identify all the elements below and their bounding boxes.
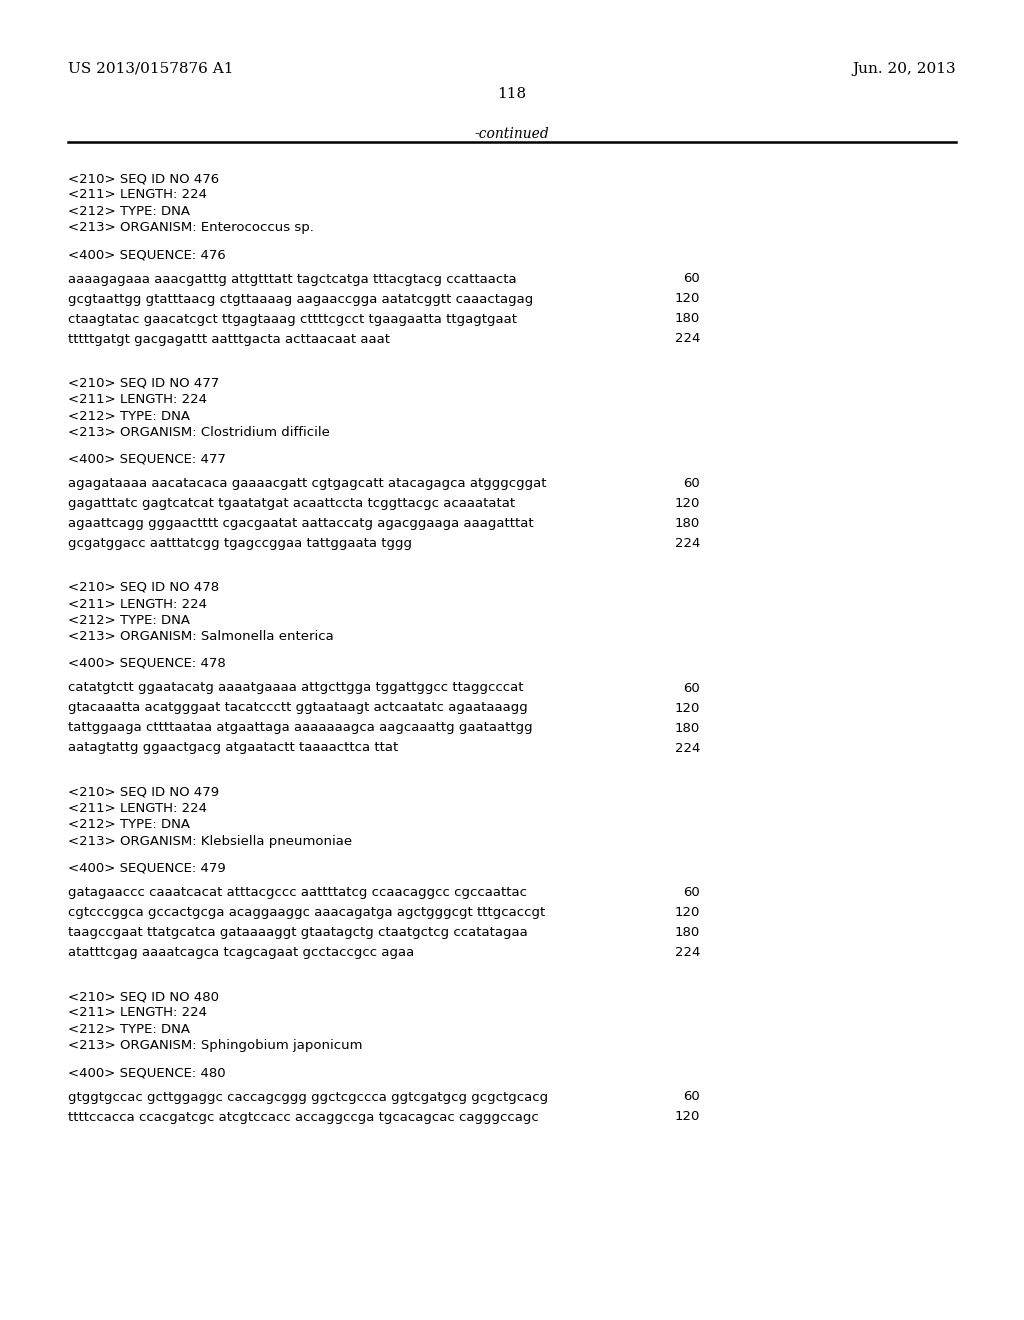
- Text: tattggaaga cttttaataa atgaattaga aaaaaaagca aagcaaattg gaataattgg: tattggaaga cttttaataa atgaattaga aaaaaaa…: [68, 722, 532, 734]
- Text: 180: 180: [675, 517, 700, 531]
- Text: <211> LENGTH: 224: <211> LENGTH: 224: [68, 803, 207, 814]
- Text: <211> LENGTH: 224: <211> LENGTH: 224: [68, 393, 207, 407]
- Text: 224: 224: [675, 537, 700, 550]
- Text: <210> SEQ ID NO 480: <210> SEQ ID NO 480: [68, 990, 219, 1003]
- Text: tttttgatgt gacgagattt aatttgacta acttaacaat aaat: tttttgatgt gacgagattt aatttgacta acttaac…: [68, 333, 390, 346]
- Text: ctaagtatac gaacatcgct ttgagtaaag cttttcgcct tgaagaatta ttgagtgaat: ctaagtatac gaacatcgct ttgagtaaag cttttcg…: [68, 313, 517, 326]
- Text: aatagtattg ggaactgacg atgaatactt taaaacttca ttat: aatagtattg ggaactgacg atgaatactt taaaact…: [68, 742, 398, 755]
- Text: 224: 224: [675, 742, 700, 755]
- Text: <212> TYPE: DNA: <212> TYPE: DNA: [68, 409, 190, 422]
- Text: gtggtgccac gcttggaggc caccagcggg ggctcgccca ggtcgatgcg gcgctgcacg: gtggtgccac gcttggaggc caccagcggg ggctcgc…: [68, 1090, 548, 1104]
- Text: 224: 224: [675, 333, 700, 346]
- Text: atatttcgag aaaatcagca tcagcagaat gcctaccgcc agaa: atatttcgag aaaatcagca tcagcagaat gcctacc…: [68, 946, 415, 960]
- Text: <210> SEQ ID NO 476: <210> SEQ ID NO 476: [68, 172, 219, 185]
- Text: <212> TYPE: DNA: <212> TYPE: DNA: [68, 205, 190, 218]
- Text: <212> TYPE: DNA: <212> TYPE: DNA: [68, 614, 190, 627]
- Text: ttttccacca ccacgatcgc atcgtccacc accaggccga tgcacagcac cagggccagc: ttttccacca ccacgatcgc atcgtccacc accaggc…: [68, 1110, 539, 1123]
- Text: gcgtaattgg gtatttaacg ctgttaaaag aagaaccgga aatatcggtt caaactagag: gcgtaattgg gtatttaacg ctgttaaaag aagaacc…: [68, 293, 534, 305]
- Text: US 2013/0157876 A1: US 2013/0157876 A1: [68, 62, 233, 77]
- Text: gatagaaccc caaatcacat atttacgccc aattttatcg ccaacaggcc cgccaattac: gatagaaccc caaatcacat atttacgccc aatttta…: [68, 886, 527, 899]
- Text: 60: 60: [683, 681, 700, 694]
- Text: <210> SEQ ID NO 479: <210> SEQ ID NO 479: [68, 785, 219, 799]
- Text: Jun. 20, 2013: Jun. 20, 2013: [852, 62, 956, 77]
- Text: 180: 180: [675, 927, 700, 939]
- Text: <212> TYPE: DNA: <212> TYPE: DNA: [68, 1023, 190, 1036]
- Text: <400> SEQUENCE: 478: <400> SEQUENCE: 478: [68, 657, 225, 671]
- Text: <213> ORGANISM: Enterococcus sp.: <213> ORGANISM: Enterococcus sp.: [68, 222, 314, 235]
- Text: 60: 60: [683, 1090, 700, 1104]
- Text: <211> LENGTH: 224: <211> LENGTH: 224: [68, 189, 207, 202]
- Text: <211> LENGTH: 224: <211> LENGTH: 224: [68, 1006, 207, 1019]
- Text: <213> ORGANISM: Sphingobium japonicum: <213> ORGANISM: Sphingobium japonicum: [68, 1040, 362, 1052]
- Text: <400> SEQUENCE: 476: <400> SEQUENCE: 476: [68, 248, 225, 261]
- Text: 60: 60: [683, 477, 700, 490]
- Text: <213> ORGANISM: Salmonella enterica: <213> ORGANISM: Salmonella enterica: [68, 631, 334, 644]
- Text: <210> SEQ ID NO 478: <210> SEQ ID NO 478: [68, 581, 219, 594]
- Text: <211> LENGTH: 224: <211> LENGTH: 224: [68, 598, 207, 610]
- Text: <400> SEQUENCE: 479: <400> SEQUENCE: 479: [68, 862, 225, 874]
- Text: <213> ORGANISM: Clostridium difficile: <213> ORGANISM: Clostridium difficile: [68, 426, 330, 440]
- Text: cgtcccggca gccactgcga acaggaaggc aaacagatga agctgggcgt tttgcaccgt: cgtcccggca gccactgcga acaggaaggc aaacaga…: [68, 906, 545, 919]
- Text: 180: 180: [675, 313, 700, 326]
- Text: 120: 120: [675, 293, 700, 305]
- Text: 60: 60: [683, 272, 700, 285]
- Text: <400> SEQUENCE: 480: <400> SEQUENCE: 480: [68, 1067, 225, 1078]
- Text: 60: 60: [683, 886, 700, 899]
- Text: gtacaaatta acatgggaat tacatccctt ggtaataagt actcaatatc agaataaagg: gtacaaatta acatgggaat tacatccctt ggtaata…: [68, 701, 527, 714]
- Text: gagatttatc gagtcatcat tgaatatgat acaattccta tcggttacgc acaaatatat: gagatttatc gagtcatcat tgaatatgat acaattc…: [68, 498, 515, 510]
- Text: -continued: -continued: [475, 127, 549, 141]
- Text: catatgtctt ggaatacatg aaaatgaaaa attgcttgga tggattggcc ttaggcccat: catatgtctt ggaatacatg aaaatgaaaa attgctt…: [68, 681, 523, 694]
- Text: 180: 180: [675, 722, 700, 734]
- Text: <212> TYPE: DNA: <212> TYPE: DNA: [68, 818, 190, 832]
- Text: <210> SEQ ID NO 477: <210> SEQ ID NO 477: [68, 376, 219, 389]
- Text: 120: 120: [675, 701, 700, 714]
- Text: 224: 224: [675, 946, 700, 960]
- Text: gcgatggacc aatttatcgg tgagccggaa tattggaata tggg: gcgatggacc aatttatcgg tgagccggaa tattgga…: [68, 537, 412, 550]
- Text: 120: 120: [675, 498, 700, 510]
- Text: agaattcagg gggaactttt cgacgaatat aattaccatg agacggaaga aaagatttat: agaattcagg gggaactttt cgacgaatat aattacc…: [68, 517, 534, 531]
- Text: taagccgaat ttatgcatca gataaaaggt gtaatagctg ctaatgctcg ccatatagaa: taagccgaat ttatgcatca gataaaaggt gtaatag…: [68, 927, 527, 939]
- Text: aaaagagaaa aaacgatttg attgtttatt tagctcatga tttacgtacg ccattaacta: aaaagagaaa aaacgatttg attgtttatt tagctca…: [68, 272, 517, 285]
- Text: 120: 120: [675, 906, 700, 919]
- Text: <400> SEQUENCE: 477: <400> SEQUENCE: 477: [68, 453, 226, 466]
- Text: <213> ORGANISM: Klebsiella pneumoniae: <213> ORGANISM: Klebsiella pneumoniae: [68, 836, 352, 847]
- Text: 118: 118: [498, 87, 526, 102]
- Text: agagataaaa aacatacaca gaaaacgatt cgtgagcatt atacagagca atgggcggat: agagataaaa aacatacaca gaaaacgatt cgtgagc…: [68, 477, 547, 490]
- Text: 120: 120: [675, 1110, 700, 1123]
